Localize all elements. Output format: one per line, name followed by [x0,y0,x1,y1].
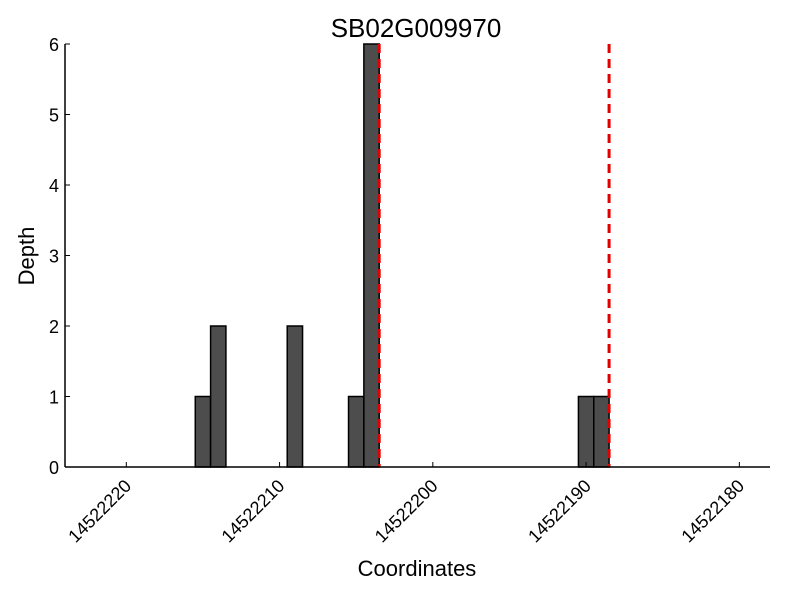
y-tick-label-1: 1 [49,388,59,408]
axes-layer [64,44,770,468]
x-axis-label: Coordinates [358,556,477,581]
x-tick-label-4: 14522180 [677,476,748,547]
bar-2 [286,325,304,468]
bar-6 [593,395,610,468]
ticks-layer: 0 1 2 3 4 5 6 14522220 14522210 14522200 14522190 1… [49,35,748,546]
y-tick-label-0: 0 [49,458,59,478]
reference-lines-layer [377,44,611,467]
bar-5 [577,395,595,468]
y-tick-label-5: 5 [49,106,59,126]
x-tick-label-0: 14522220 [64,476,135,547]
y-tick-label-6: 6 [49,35,59,55]
y-tick-label-2: 2 [49,317,59,337]
bars-layer [194,43,610,468]
y-tick-label-4: 4 [49,176,59,196]
x-tick-label-3: 14522190 [524,476,595,547]
x-tick-label-2: 14522200 [371,476,442,547]
x-tick-label-1: 14522210 [218,476,289,547]
bar-4 [363,43,380,468]
y-axis-label: Depth [14,227,39,286]
y-tick-label-3: 3 [49,247,59,267]
bar-1 [209,325,227,468]
bar-0 [194,395,212,468]
chart-title: SB02G009970 [331,13,502,43]
bar-3 [347,395,365,468]
